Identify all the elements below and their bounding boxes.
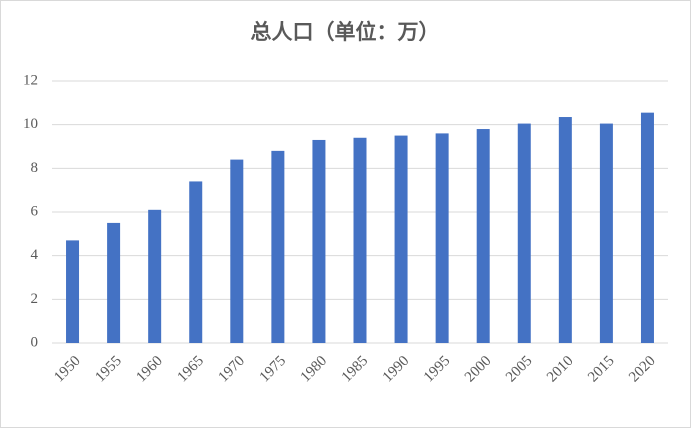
y-tick-label: 2 <box>31 291 39 307</box>
bar <box>189 181 203 343</box>
bar <box>476 129 490 343</box>
y-tick-label: 10 <box>23 116 38 132</box>
bar <box>353 137 367 343</box>
chart-title: 总人口（单位：万） <box>251 20 440 44</box>
bar <box>517 123 531 343</box>
bar <box>312 139 326 343</box>
bar <box>107 222 121 343</box>
bar <box>148 209 162 343</box>
bar <box>230 159 244 343</box>
bar <box>435 133 449 343</box>
bar <box>558 117 572 344</box>
bar <box>394 135 408 343</box>
y-tick-label: 6 <box>31 203 39 219</box>
y-tick-label: 8 <box>31 160 39 176</box>
y-tick-label: 0 <box>31 334 39 350</box>
bar <box>66 240 80 343</box>
bar <box>271 150 285 343</box>
y-tick-label: 4 <box>31 247 39 263</box>
bar <box>599 123 613 343</box>
y-tick-label: 12 <box>23 72 38 88</box>
bar <box>640 112 654 344</box>
